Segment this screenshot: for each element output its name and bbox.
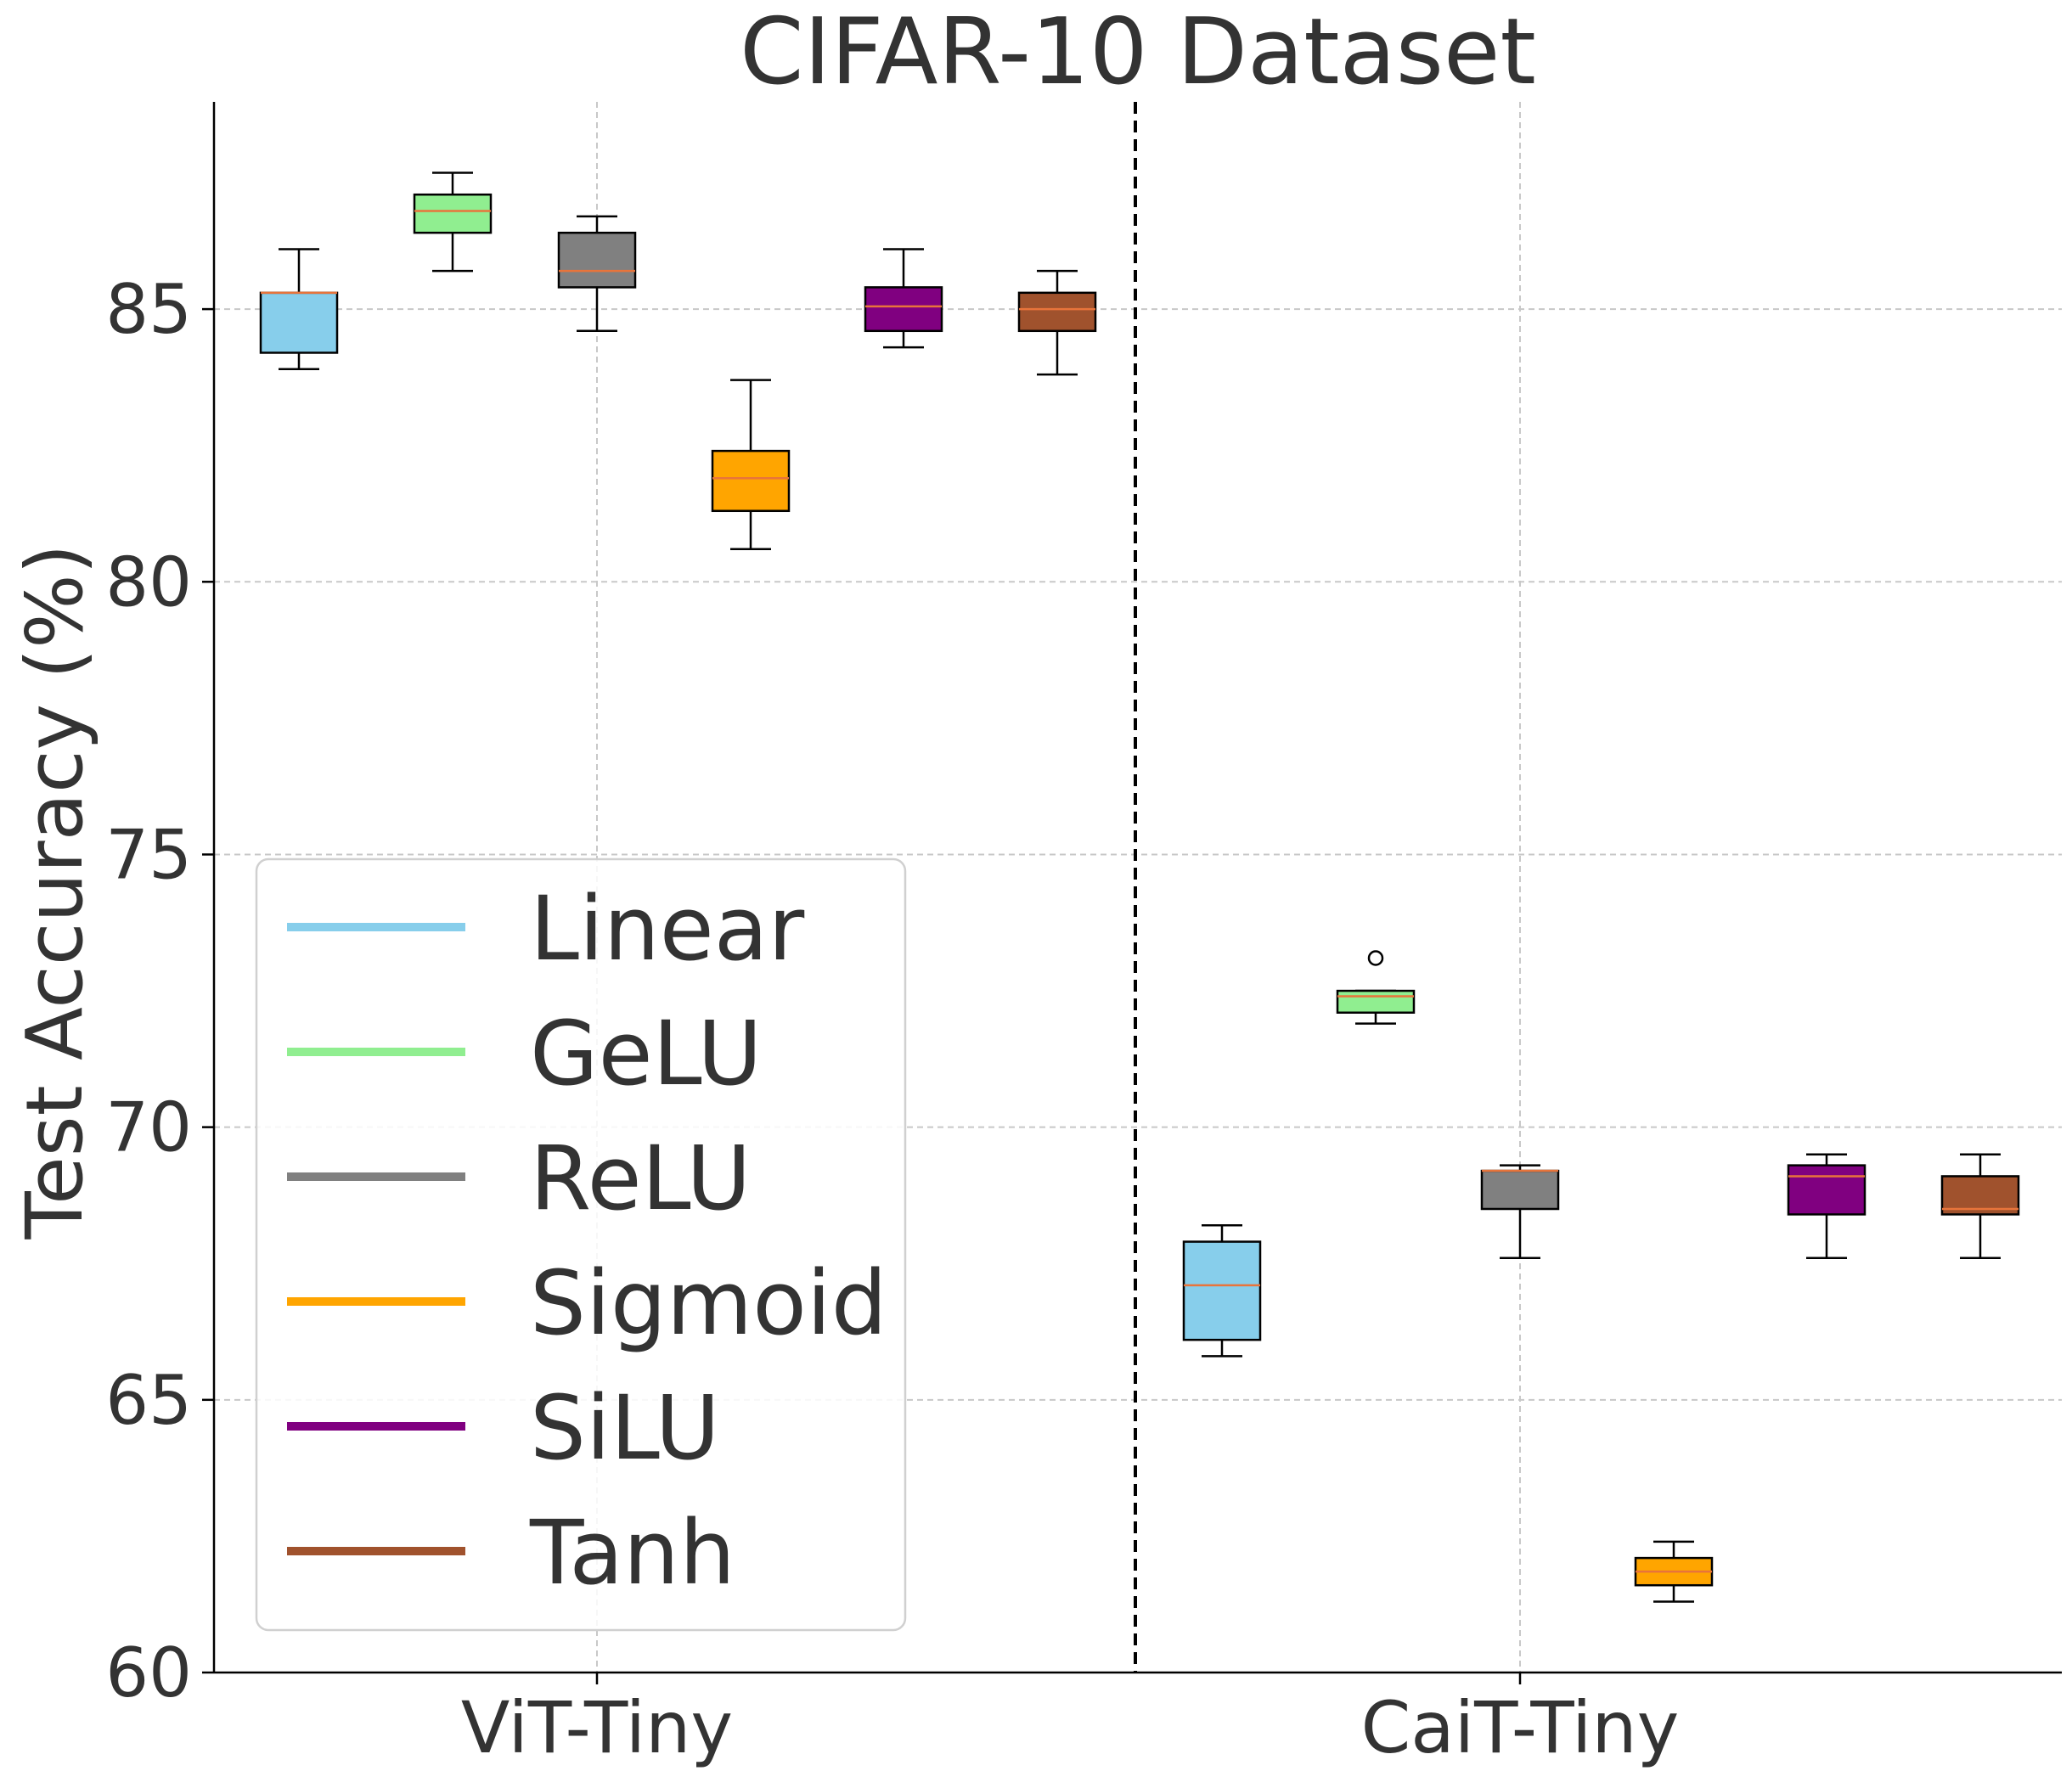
box-silu-cait-tiny xyxy=(1787,1153,1866,1260)
x-tick-label: CaiT-Tiny xyxy=(1361,1686,1680,1769)
box-sigmoid-cait-tiny xyxy=(1634,1540,1714,1603)
legend-label-gelu: GeLU xyxy=(530,1002,762,1105)
x-tick-label: ViT-Tiny xyxy=(461,1686,733,1769)
y-tick-label: 60 xyxy=(105,1633,192,1712)
legend-label-silu: SiLU xyxy=(530,1376,720,1480)
y-tick-label: 80 xyxy=(105,543,192,621)
box-linear-cait-tiny xyxy=(1182,1224,1262,1358)
box-gelu-vit-tiny xyxy=(413,171,493,273)
box-body xyxy=(1787,1164,1866,1216)
box-body xyxy=(864,286,943,333)
box-body xyxy=(711,449,791,513)
legend-label-linear: Linear xyxy=(530,877,804,981)
x-ticks: ViT-Tiny CaiT-Tiny xyxy=(461,1673,1679,1769)
box-relu-cait-tiny xyxy=(1480,1164,1560,1260)
box-body xyxy=(413,193,493,234)
y-tick-label: 75 xyxy=(105,815,192,894)
box-body xyxy=(557,231,637,289)
y-tick-label: 85 xyxy=(105,270,192,349)
outlier-point xyxy=(1367,950,1384,966)
y-tick-label: 65 xyxy=(105,1361,192,1440)
box-linear-vit-tiny xyxy=(259,248,339,371)
y-axis-label: Test Accuracy (%) xyxy=(9,544,100,1240)
legend-label-relu: ReLU xyxy=(530,1127,751,1230)
axes xyxy=(212,102,2062,1674)
legend-label-sigmoid: Sigmoid xyxy=(530,1251,887,1355)
legend: Linear GeLU ReLU Sigmoid SiLU Tanh xyxy=(255,857,907,1632)
box-plots xyxy=(259,171,2020,1603)
box-body xyxy=(1480,1169,1560,1211)
chart-title: CIFAR-10 Dataset xyxy=(740,0,1536,105)
box-body xyxy=(1336,989,1416,1014)
box-body xyxy=(1182,1240,1262,1341)
y-ticks: 60 65 70 75 80 85 xyxy=(105,270,214,1712)
box-tanh-vit-tiny xyxy=(1017,269,1097,376)
box-silu-vit-tiny xyxy=(864,248,943,349)
box-tanh-cait-tiny xyxy=(1940,1153,2020,1260)
y-tick-label: 70 xyxy=(105,1088,192,1167)
box-body xyxy=(259,291,339,354)
legend-label-tanh: Tanh xyxy=(529,1501,735,1605)
box-gelu-cait-tiny xyxy=(1336,950,1416,1025)
box-body xyxy=(1017,291,1097,333)
box-sigmoid-vit-tiny xyxy=(711,379,791,550)
box-relu-vit-tiny xyxy=(557,215,637,333)
